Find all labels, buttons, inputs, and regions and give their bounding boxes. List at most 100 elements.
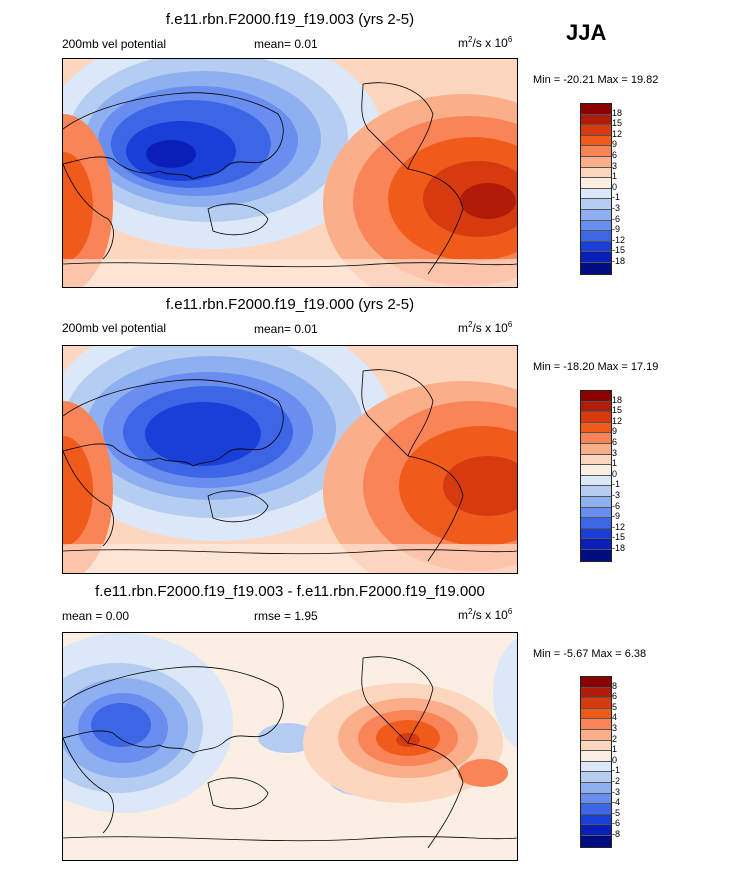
- colorbar-tick-label: 6: [612, 437, 618, 447]
- colorbar-box: [581, 401, 611, 413]
- panel1-colorbar: [580, 103, 612, 275]
- colorbar-box: [581, 391, 611, 402]
- colorbar-box: [581, 146, 611, 157]
- colorbar-box: [581, 241, 611, 253]
- colorbar-tick-label: -8: [612, 829, 621, 839]
- colorbar-box: [581, 220, 611, 232]
- colorbar-tick-label: 9: [612, 426, 618, 437]
- colorbar-box: [581, 209, 611, 221]
- colorbar-box: [581, 262, 611, 274]
- colorbar-box: [581, 188, 611, 200]
- colorbar-tick-label: -15: [612, 245, 626, 256]
- panel3-minmax: Min = -5.67 Max = 6.38: [533, 648, 647, 660]
- colorbar-box: [581, 135, 611, 147]
- colorbar-box: [581, 719, 611, 730]
- colorbar-tick-label: -18: [612, 543, 626, 553]
- colorbar-tick-label: 3: [612, 160, 618, 171]
- colorbar-tick-label: 18: [612, 107, 623, 118]
- colorbar-tick-label: -6: [612, 818, 621, 829]
- colorbar-tick-label: 0: [612, 468, 618, 479]
- colorbar-tick-label: 15: [612, 118, 623, 129]
- colorbar-box: [581, 167, 611, 179]
- colorbar-box: [581, 443, 611, 455]
- colorbar-box: [581, 486, 611, 497]
- colorbar-box: [581, 178, 611, 189]
- colorbar-tick-label: -3: [612, 203, 621, 213]
- panel1-contour-field: [63, 59, 517, 287]
- colorbar-box: [581, 156, 611, 168]
- season-label: JJA: [566, 20, 607, 45]
- colorbar-box: [581, 252, 611, 263]
- colorbar-box: [581, 433, 611, 444]
- colorbar-tick-label: 8: [612, 680, 618, 691]
- panel1-units: m2/s x 106: [458, 35, 513, 50]
- colorbar-box: [581, 114, 611, 126]
- colorbar-box: [581, 677, 611, 688]
- colorbar-box: [581, 793, 611, 805]
- colorbar-tick-label: -1: [612, 765, 621, 776]
- colorbar-box: [581, 740, 611, 752]
- colorbar-tick-label: -12: [612, 234, 626, 245]
- colorbar-tick-label: -1: [612, 192, 621, 203]
- colorbar-tick-label: -4: [612, 797, 621, 808]
- colorbar-tick-label: -15: [612, 532, 626, 543]
- panel2-colorbar: [580, 390, 612, 562]
- panel2-contour-field: [63, 346, 517, 573]
- panel2-mean-label: mean= 0.01: [254, 322, 318, 336]
- colorbar-tick-label: 1: [612, 744, 618, 755]
- colorbar-box: [581, 412, 611, 423]
- colorbar-box: [581, 772, 611, 783]
- colorbar-box: [581, 804, 611, 815]
- colorbar-box: [581, 125, 611, 136]
- colorbar-tick-label: 6: [612, 150, 618, 160]
- colorbar-box: [581, 528, 611, 540]
- colorbar-tick-label: -12: [612, 521, 626, 532]
- colorbar-box: [581, 698, 611, 709]
- colorbar-tick-label: 4: [612, 712, 618, 723]
- panel2-title: f.e11.rbn.F2000.f19_f19.000 (yrs 2-5): [165, 296, 415, 313]
- colorbar-box: [581, 825, 611, 836]
- panel3-map: [62, 632, 518, 861]
- colorbar-tick-label: 1: [612, 171, 618, 182]
- colorbar-box: [581, 507, 611, 519]
- panel1-title: f.e11.rbn.F2000.f19_f19.003 (yrs 2-5): [165, 11, 415, 28]
- panel3-colorbar: [580, 676, 612, 848]
- colorbar-box: [581, 104, 611, 115]
- panel1-colorbar-boxes: [581, 104, 611, 274]
- colorbar-box: [581, 751, 611, 762]
- colorbar-box: [581, 729, 611, 741]
- panel3-contour-field: [63, 633, 517, 860]
- colorbar-tick-label: -9: [612, 511, 621, 522]
- colorbar-tick-label: -3: [612, 490, 621, 500]
- panel3-title: f.e11.rbn.F2000.f19_f19.003 - f.e11.rbn.…: [95, 583, 485, 600]
- colorbar-tick-label: -6: [612, 500, 621, 511]
- colorbar-box: [581, 782, 611, 794]
- colorbar-tick-label: -18: [612, 256, 626, 266]
- colorbar-tick-label: -9: [612, 224, 621, 235]
- colorbar-box: [581, 814, 611, 826]
- colorbar-tick-label: -1: [612, 479, 621, 490]
- panel1-map: [62, 58, 518, 288]
- colorbar-tick-label: 1: [612, 458, 618, 469]
- colorbar-tick-label: 15: [612, 405, 623, 416]
- colorbar-tick-label: 18: [612, 394, 623, 405]
- colorbar-box: [581, 518, 611, 529]
- panel3-units: m2/s x 106: [458, 607, 513, 622]
- colorbar-tick-label: 3: [612, 723, 618, 733]
- colorbar-tick-label: 0: [612, 754, 618, 765]
- panel2-map: [62, 345, 518, 574]
- colorbar-tick-label: 9: [612, 139, 618, 150]
- colorbar-box: [581, 835, 611, 847]
- colorbar-tick-label: 0: [612, 181, 618, 192]
- colorbar-box: [581, 708, 611, 720]
- colorbar-tick-label: -3: [612, 786, 621, 797]
- colorbar-box: [581, 231, 611, 242]
- colorbar-box: [581, 465, 611, 476]
- colorbar-tick-label: 12: [612, 128, 623, 139]
- panel2-units: m2/s x 106: [458, 320, 513, 335]
- colorbar-box: [581, 422, 611, 434]
- colorbar-box: [581, 687, 611, 699]
- colorbar-box: [581, 496, 611, 508]
- colorbar-tick-label: 3: [612, 447, 618, 458]
- colorbar-box: [581, 199, 611, 210]
